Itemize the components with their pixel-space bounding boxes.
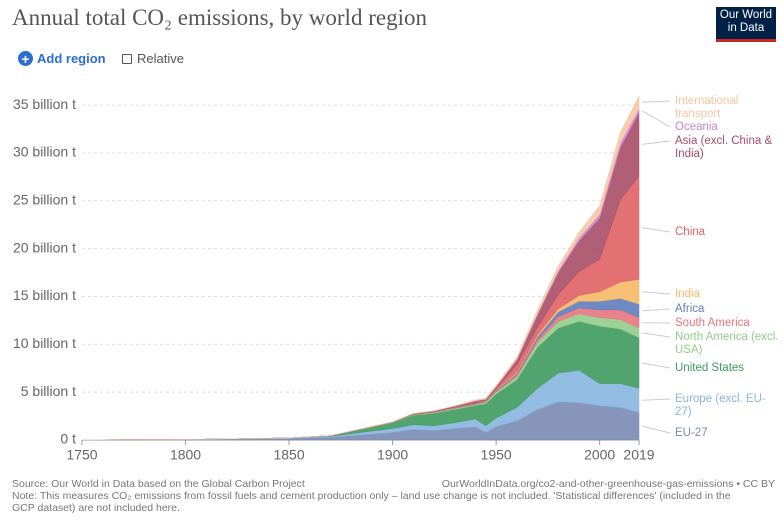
logo[interactable]: Our World in Data bbox=[716, 7, 776, 42]
leader-line bbox=[641, 291, 671, 295]
leader-line bbox=[641, 100, 671, 103]
y-tick-label: 10 billion t bbox=[13, 335, 76, 351]
y-tick-label: 30 billion t bbox=[13, 144, 76, 160]
x-tick-label: 2000 bbox=[584, 447, 615, 463]
legend-label[interactable]: Oceania bbox=[675, 121, 718, 133]
x-tick-label: 1750 bbox=[66, 447, 97, 463]
add-region-label: Add region bbox=[37, 51, 106, 66]
leader-line bbox=[641, 110, 671, 128]
title: Annual total CO₂ emissions, by world reg… bbox=[12, 5, 427, 30]
chart: 0 t 5 billion t 10 billion t 15 billion t 20… bbox=[13, 95, 671, 463]
leader-line bbox=[641, 308, 671, 312]
url: OurWorldInData.org/co2-and-other-greenho… bbox=[441, 478, 775, 490]
legend-label[interactable]: United States bbox=[675, 362, 745, 374]
x-tick-label: 1950 bbox=[481, 447, 512, 463]
leader-line bbox=[641, 332, 671, 338]
legend-label[interactable]: North America (excl. USA) bbox=[675, 331, 779, 356]
x-tick-label: 1800 bbox=[170, 447, 201, 463]
x-tick-label: 2019 bbox=[623, 447, 654, 463]
y-tick-label: 15 billion t bbox=[13, 287, 76, 303]
legend-label[interactable]: South America bbox=[675, 317, 750, 329]
y-tick-label: 20 billion t bbox=[13, 239, 76, 255]
leader-line bbox=[641, 425, 671, 434]
legend-label[interactable]: Europe (excl. EU-27) bbox=[675, 393, 766, 418]
x-tick-label: 1850 bbox=[273, 447, 304, 463]
relative-label: Relative bbox=[137, 51, 184, 66]
leader-line bbox=[641, 362, 671, 369]
legend-label[interactable]: China bbox=[675, 226, 706, 238]
legend-label[interactable]: Asia (excl. China & India) bbox=[675, 135, 773, 160]
x-tick-label: 1900 bbox=[377, 447, 408, 463]
legend-label[interactable]: Africa bbox=[675, 303, 705, 315]
leader-line bbox=[641, 227, 671, 233]
note: Note: This measures CO₂ emissions from f… bbox=[12, 490, 731, 514]
add-region-button[interactable]: + Add region bbox=[18, 51, 106, 66]
legend-label[interactable]: India bbox=[675, 288, 700, 300]
source: Source: Our World in Data based on the G… bbox=[12, 478, 305, 490]
leader-line bbox=[641, 398, 671, 401]
legend-label[interactable]: International transport bbox=[675, 95, 739, 120]
plus-icon: + bbox=[18, 51, 33, 66]
leader-line bbox=[641, 140, 671, 145]
legend-label[interactable]: EU-27 bbox=[675, 427, 708, 439]
area bbox=[81, 95, 640, 441]
y-tick-label: 5 billion t bbox=[21, 383, 76, 399]
y-tick-label: 35 billion t bbox=[13, 96, 76, 112]
y-tick-label: 25 billion t bbox=[13, 192, 76, 208]
checkbox bbox=[122, 53, 132, 64]
y-tick-label: 0 t bbox=[60, 431, 76, 447]
relative-toggle[interactable]: Relative bbox=[122, 51, 184, 66]
